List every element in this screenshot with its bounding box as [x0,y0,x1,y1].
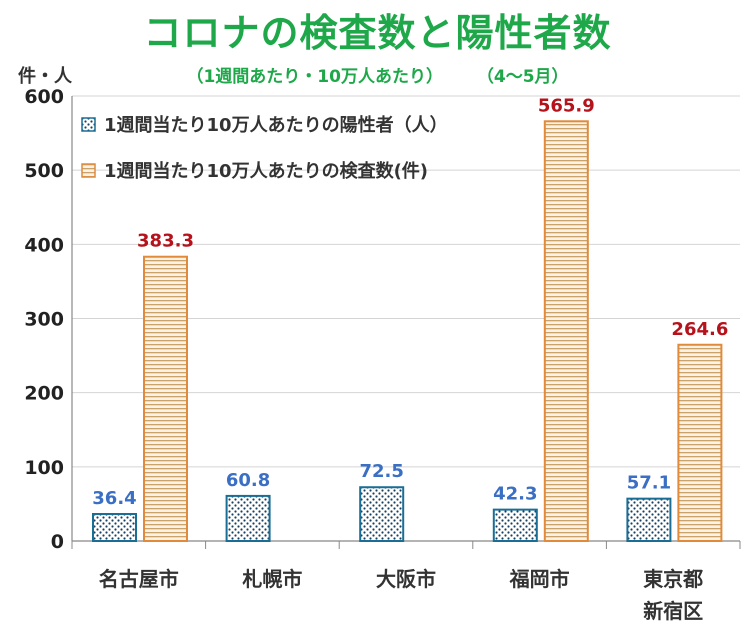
data-label: 42.3 [493,484,537,505]
subtitle-text: （1週間あたり・10万人あたり） [186,67,443,87]
y-tick-label: 400 [24,234,64,256]
x-category-label: 名古屋市 [99,567,179,591]
y-tick-label: 600 [24,86,64,108]
data-label: 72.5 [359,461,403,482]
y-tick-label: 200 [24,383,64,405]
x-category-label: 新宿区 [643,599,703,623]
bar-tests [543,120,589,542]
bar-positive [492,508,538,543]
legend-label: 1週間当たり10万人あたりの陽性者（人） [104,114,448,136]
bar-positive [225,494,271,543]
data-label: 383.3 [137,231,194,252]
y-tick-label: 300 [24,309,64,331]
y-tick-label: 100 [24,457,64,479]
x-category-label: 大阪市 [376,567,436,591]
data-label: 60.8 [226,470,270,491]
y-tick-label: 0 [51,531,64,553]
bar-tests [143,255,188,542]
bar-positive [359,486,405,542]
x-category-label: 福岡市 [509,567,570,591]
legend-label: 1週間当たり10万人あたりの検査数(件) [104,160,428,182]
legend-swatch [81,163,96,178]
y-axis-unit: 件・人 [18,66,72,87]
data-label: 36.4 [92,488,136,509]
chart-title: コロナの検査数と陽性者数 [143,11,612,55]
x-category-label: 札幌市 [241,567,302,591]
x-category-label: 東京都 [643,567,703,591]
data-label: 264.6 [671,319,728,340]
data-label: 565.9 [538,95,595,116]
bar-positive [92,513,137,543]
chart-subtitle: （1週間あたり・10万人あたり） （4〜5月） [0,62,755,87]
legend-swatch [81,117,96,132]
data-label: 57.1 [627,473,671,494]
period-text: （4〜5月） [476,67,569,87]
y-tick-label: 500 [24,160,64,182]
bar-positive [626,497,672,543]
bar-tests [677,343,723,542]
